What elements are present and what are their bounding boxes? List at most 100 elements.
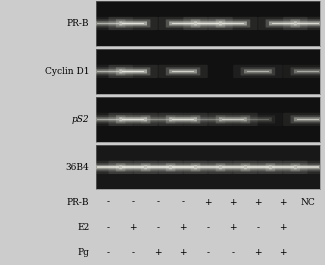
Text: +: + [254, 248, 262, 257]
FancyBboxPatch shape [183, 17, 233, 30]
Text: -: - [157, 223, 160, 232]
Bar [172, 70, 194, 72]
FancyBboxPatch shape [158, 113, 208, 126]
Text: +: + [154, 248, 162, 257]
FancyBboxPatch shape [240, 67, 275, 76]
FancyBboxPatch shape [283, 65, 325, 78]
Bar [222, 23, 244, 24]
Bar [297, 118, 318, 120]
FancyBboxPatch shape [94, 117, 122, 121]
FancyBboxPatch shape [119, 21, 147, 25]
FancyBboxPatch shape [266, 163, 300, 171]
Bar [123, 166, 144, 168]
FancyBboxPatch shape [166, 163, 200, 171]
Bar [247, 70, 269, 72]
FancyBboxPatch shape [283, 113, 325, 126]
FancyBboxPatch shape [144, 165, 172, 169]
Bar [123, 23, 144, 24]
FancyBboxPatch shape [294, 69, 322, 73]
FancyBboxPatch shape [116, 163, 150, 171]
FancyBboxPatch shape [109, 17, 158, 30]
Text: Cyclin D1: Cyclin D1 [45, 67, 89, 76]
FancyBboxPatch shape [191, 19, 225, 28]
Bar [247, 118, 269, 120]
FancyBboxPatch shape [169, 165, 197, 169]
Text: +: + [204, 198, 212, 206]
Text: -: - [132, 248, 135, 257]
FancyBboxPatch shape [269, 21, 297, 25]
Text: -: - [256, 223, 259, 232]
FancyBboxPatch shape [94, 21, 122, 25]
FancyBboxPatch shape [158, 17, 208, 30]
Text: -: - [206, 248, 210, 257]
FancyBboxPatch shape [169, 117, 197, 121]
FancyBboxPatch shape [219, 165, 247, 169]
FancyBboxPatch shape [141, 115, 176, 123]
Bar [98, 118, 119, 120]
Bar [222, 118, 244, 120]
FancyBboxPatch shape [158, 161, 208, 174]
FancyBboxPatch shape [233, 65, 282, 78]
Text: -: - [157, 198, 160, 206]
Text: NC: NC [300, 198, 315, 206]
FancyBboxPatch shape [109, 65, 158, 78]
FancyBboxPatch shape [144, 117, 172, 121]
FancyBboxPatch shape [194, 21, 222, 25]
FancyBboxPatch shape [166, 67, 200, 76]
FancyBboxPatch shape [166, 115, 200, 123]
Text: PR-B: PR-B [67, 198, 89, 206]
FancyBboxPatch shape [244, 69, 272, 73]
FancyBboxPatch shape [158, 65, 208, 78]
FancyBboxPatch shape [194, 165, 222, 169]
FancyBboxPatch shape [219, 21, 247, 25]
FancyBboxPatch shape [240, 163, 275, 171]
FancyBboxPatch shape [283, 161, 325, 174]
FancyBboxPatch shape [244, 165, 272, 169]
Text: +: + [179, 248, 187, 257]
Bar [222, 166, 244, 168]
Text: +: + [129, 223, 137, 232]
FancyBboxPatch shape [258, 17, 307, 30]
FancyBboxPatch shape [219, 117, 247, 121]
Text: -: - [132, 198, 135, 206]
Bar [247, 166, 269, 168]
FancyBboxPatch shape [233, 161, 282, 174]
Bar [272, 166, 293, 168]
FancyBboxPatch shape [183, 161, 233, 174]
Bar [98, 23, 119, 24]
FancyBboxPatch shape [94, 69, 122, 73]
Text: pS2: pS2 [72, 115, 89, 124]
FancyBboxPatch shape [119, 165, 147, 169]
FancyBboxPatch shape [84, 65, 133, 78]
Text: +: + [179, 223, 187, 232]
FancyBboxPatch shape [294, 21, 322, 25]
FancyBboxPatch shape [116, 115, 150, 123]
FancyBboxPatch shape [109, 161, 158, 174]
FancyBboxPatch shape [109, 113, 158, 126]
FancyBboxPatch shape [269, 165, 297, 169]
FancyBboxPatch shape [84, 161, 133, 174]
FancyBboxPatch shape [169, 21, 197, 25]
Bar [197, 118, 219, 120]
Text: -: - [231, 248, 234, 257]
Text: PR-B: PR-B [67, 19, 89, 28]
Bar [172, 118, 194, 120]
FancyBboxPatch shape [283, 17, 325, 30]
Text: -: - [107, 248, 110, 257]
Text: -: - [182, 198, 185, 206]
FancyBboxPatch shape [294, 165, 322, 169]
Bar [297, 23, 318, 24]
FancyBboxPatch shape [84, 17, 133, 30]
FancyBboxPatch shape [119, 117, 147, 121]
FancyBboxPatch shape [258, 161, 307, 174]
Bar [147, 118, 169, 120]
FancyBboxPatch shape [216, 19, 250, 28]
Text: 36B4: 36B4 [66, 163, 89, 172]
Text: +: + [254, 198, 262, 206]
FancyBboxPatch shape [291, 67, 325, 76]
Bar [147, 166, 169, 168]
FancyBboxPatch shape [291, 115, 325, 123]
FancyBboxPatch shape [266, 19, 300, 28]
FancyBboxPatch shape [134, 161, 183, 174]
FancyBboxPatch shape [91, 67, 125, 76]
